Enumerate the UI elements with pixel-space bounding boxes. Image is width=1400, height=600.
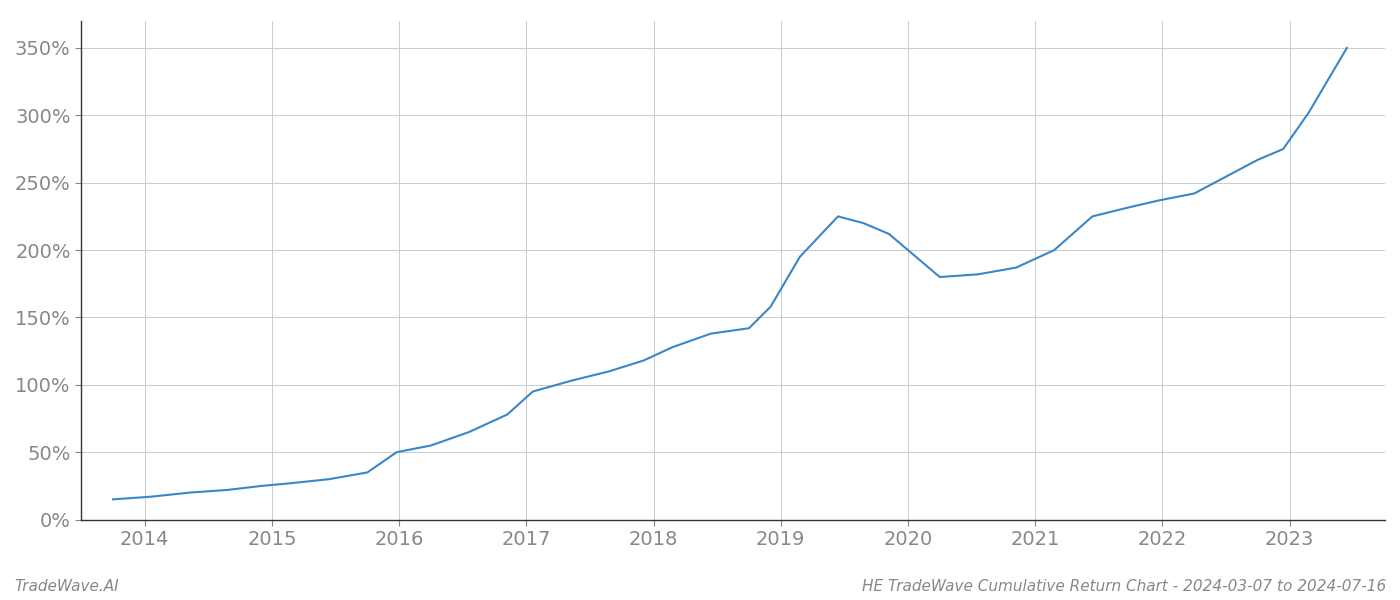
Text: TradeWave.AI: TradeWave.AI: [14, 579, 119, 594]
Text: HE TradeWave Cumulative Return Chart - 2024-03-07 to 2024-07-16: HE TradeWave Cumulative Return Chart - 2…: [862, 579, 1386, 594]
